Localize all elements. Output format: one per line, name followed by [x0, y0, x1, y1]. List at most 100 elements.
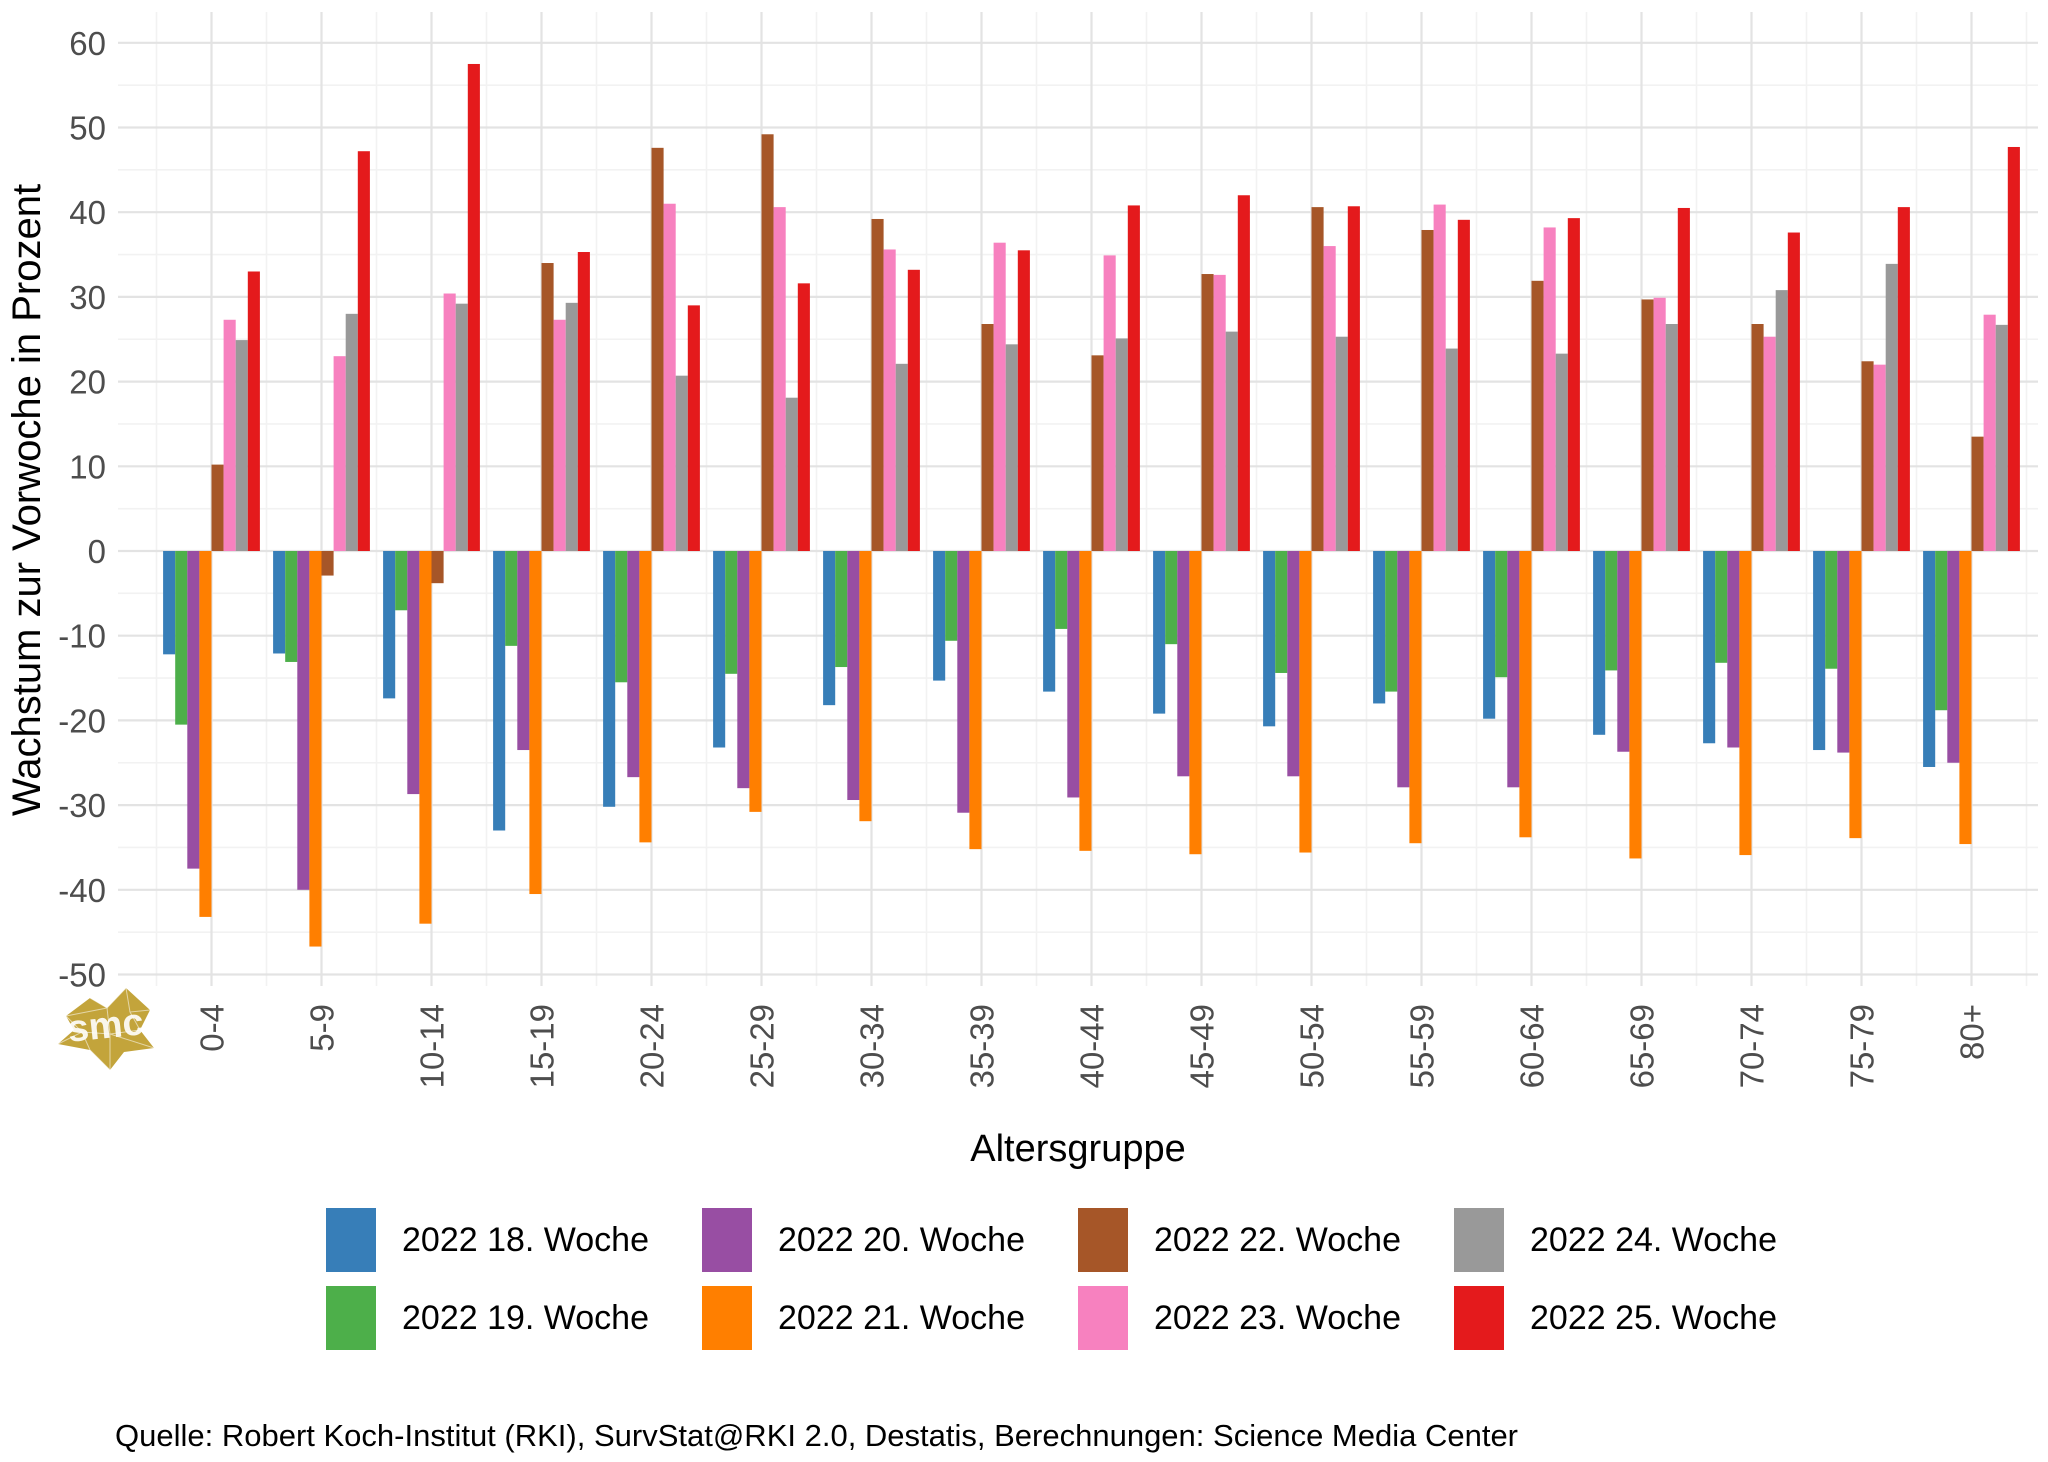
bar-2022-23-Woche-70-74 [1763, 336, 1776, 551]
bar-2022-19-Woche-40-44 [1055, 551, 1068, 629]
bar-2022-25-Woche-25-29 [797, 283, 810, 551]
bar-2022-22-Woche-50-54 [1311, 207, 1324, 552]
bar-2022-20-Woche-60-64 [1507, 551, 1520, 788]
legend-label: 2022 25. Woche [1530, 1298, 1777, 1337]
bar-2022-19-Woche-15-19 [505, 551, 518, 646]
y-tick-label: 20 [69, 364, 106, 401]
x-tick-label: 5-9 [304, 1004, 341, 1052]
bar-2022-25-Woche-60-64 [1567, 218, 1580, 551]
bar-2022-24-Woche-20-24 [675, 375, 688, 551]
bar-2022-21-Woche-80+ [1959, 551, 1972, 845]
bar-2022-21-Woche-15-19 [529, 551, 542, 895]
bar-2022-24-Woche-65-69 [1665, 324, 1678, 551]
bar-2022-25-Woche-65-69 [1677, 207, 1690, 551]
bar-2022-23-Woche-50-54 [1323, 246, 1336, 551]
bar-2022-18-Woche-40-44 [1043, 551, 1056, 692]
source-caption: Quelle: Robert Koch-Institut (RKI), Surv… [115, 1418, 1519, 1453]
bar-2022-23-Woche-45-49 [1213, 274, 1226, 551]
bar-2022-23-Woche-0-4 [223, 319, 236, 551]
bar-2022-23-Woche-5-9 [333, 356, 346, 551]
bar-2022-24-Woche-80+ [1995, 324, 2008, 551]
bar-plot: 60 50 40 30 20 10 0 -10 -20 -30 -40 -50 0-4 5-9 10-14 1… [5, 12, 2038, 1088]
bar-2022-20-Woche-10-14 [407, 551, 420, 795]
bar-2022-23-Woche-15-19 [553, 319, 566, 551]
x-tick-label: 10-14 [414, 1004, 451, 1088]
bar-2022-22-Woche-70-74 [1751, 324, 1764, 551]
legend-item: 2022 21. Woche [702, 1286, 1078, 1350]
bar-2022-18-Woche-70-74 [1703, 551, 1716, 744]
bar-2022-21-Woche-60-64 [1519, 551, 1532, 838]
legend-label: 2022 20. Woche [778, 1220, 1025, 1259]
bar-2022-25-Woche-5-9 [357, 151, 370, 551]
bar-2022-21-Woche-70-74 [1739, 551, 1752, 856]
bar-layer [163, 63, 2020, 947]
bar-2022-18-Woche-35-39 [933, 551, 946, 681]
bar-2022-24-Woche-35-39 [1005, 344, 1018, 551]
bar-2022-20-Woche-40-44 [1067, 551, 1080, 798]
bar-2022-18-Woche-20-24 [603, 551, 616, 807]
x-axis-title: Altersgruppe [970, 1128, 1186, 1170]
bar-2022-19-Woche-55-59 [1385, 551, 1398, 692]
bar-2022-24-Woche-55-59 [1445, 348, 1458, 551]
legend-swatch-2022-22-Woche [1078, 1208, 1128, 1272]
bar-2022-23-Woche-75-79 [1873, 364, 1886, 551]
bar-2022-21-Woche-10-14 [419, 551, 432, 924]
bar-2022-21-Woche-55-59 [1409, 551, 1422, 844]
bar-2022-24-Woche-60-64 [1555, 353, 1568, 551]
bar-2022-25-Woche-45-49 [1237, 195, 1250, 551]
bar-2022-22-Woche-20-24 [651, 147, 664, 551]
y-tick-label: 40 [69, 194, 106, 231]
bar-2022-20-Woche-0-4 [187, 551, 200, 869]
bar-2022-22-Woche-0-4 [211, 464, 224, 551]
x-tick-label: 40-44 [1074, 1004, 1111, 1088]
bar-2022-20-Woche-80+ [1947, 551, 1960, 763]
bar-2022-25-Woche-35-39 [1017, 250, 1030, 551]
bar-2022-21-Woche-40-44 [1079, 551, 1092, 851]
bar-2022-20-Woche-55-59 [1397, 551, 1410, 788]
bar-2022-19-Woche-70-74 [1715, 551, 1728, 663]
bar-2022-18-Woche-80+ [1923, 551, 1936, 767]
bar-2022-25-Woche-30-34 [907, 269, 920, 551]
bar-2022-22-Woche-80+ [1971, 436, 1984, 551]
bar-2022-23-Woche-60-64 [1543, 227, 1556, 552]
legend-swatch-2022-25-Woche [1454, 1286, 1504, 1350]
bar-2022-24-Woche-50-54 [1335, 336, 1348, 551]
bar-2022-23-Woche-65-69 [1653, 297, 1666, 551]
bar-2022-18-Woche-25-29 [713, 551, 726, 748]
bar-2022-20-Woche-25-29 [737, 551, 750, 789]
bar-2022-25-Woche-70-74 [1787, 232, 1800, 551]
bar-2022-18-Woche-15-19 [493, 551, 506, 831]
bar-2022-20-Woche-30-34 [847, 551, 860, 801]
bar-2022-22-Woche-60-64 [1531, 280, 1544, 551]
x-tick-label: 20-24 [634, 1004, 671, 1088]
legend-item: 2022 25. Woche [1454, 1286, 1830, 1350]
bar-2022-18-Woche-75-79 [1813, 551, 1826, 751]
bar-2022-23-Woche-40-44 [1103, 255, 1116, 551]
bar-2022-21-Woche-35-39 [969, 551, 982, 850]
legend-label: 2022 23. Woche [1154, 1298, 1401, 1337]
bar-2022-19-Woche-0-4 [175, 551, 188, 725]
smc-logo-text: smc [66, 1001, 146, 1051]
bar-2022-22-Woche-30-34 [871, 218, 884, 551]
bar-2022-22-Woche-55-59 [1421, 229, 1434, 551]
bar-2022-21-Woche-5-9 [309, 551, 322, 947]
bar-2022-22-Woche-45-49 [1201, 274, 1214, 551]
bar-2022-22-Woche-35-39 [981, 324, 994, 551]
x-tick-label: 30-34 [854, 1004, 891, 1088]
x-tick-label: 45-49 [1184, 1004, 1221, 1088]
legend-label: 2022 19. Woche [402, 1298, 649, 1337]
bar-2022-19-Woche-10-14 [395, 551, 408, 611]
bar-2022-20-Woche-75-79 [1837, 551, 1850, 753]
legend-item: 2022 18. Woche [326, 1208, 702, 1272]
bar-2022-24-Woche-0-4 [235, 340, 248, 551]
bar-2022-25-Woche-10-14 [467, 63, 480, 551]
bar-2022-23-Woche-35-39 [993, 242, 1006, 551]
bar-2022-21-Woche-65-69 [1629, 551, 1642, 859]
bar-2022-18-Woche-30-34 [823, 551, 836, 706]
legend-label: 2022 18. Woche [402, 1220, 649, 1259]
bar-2022-23-Woche-30-34 [883, 249, 896, 551]
bar-2022-20-Woche-50-54 [1287, 551, 1300, 777]
legend-swatch-2022-24-Woche [1454, 1208, 1504, 1272]
legend-swatch-2022-19-Woche [326, 1286, 376, 1350]
legend-swatch-2022-18-Woche [326, 1208, 376, 1272]
